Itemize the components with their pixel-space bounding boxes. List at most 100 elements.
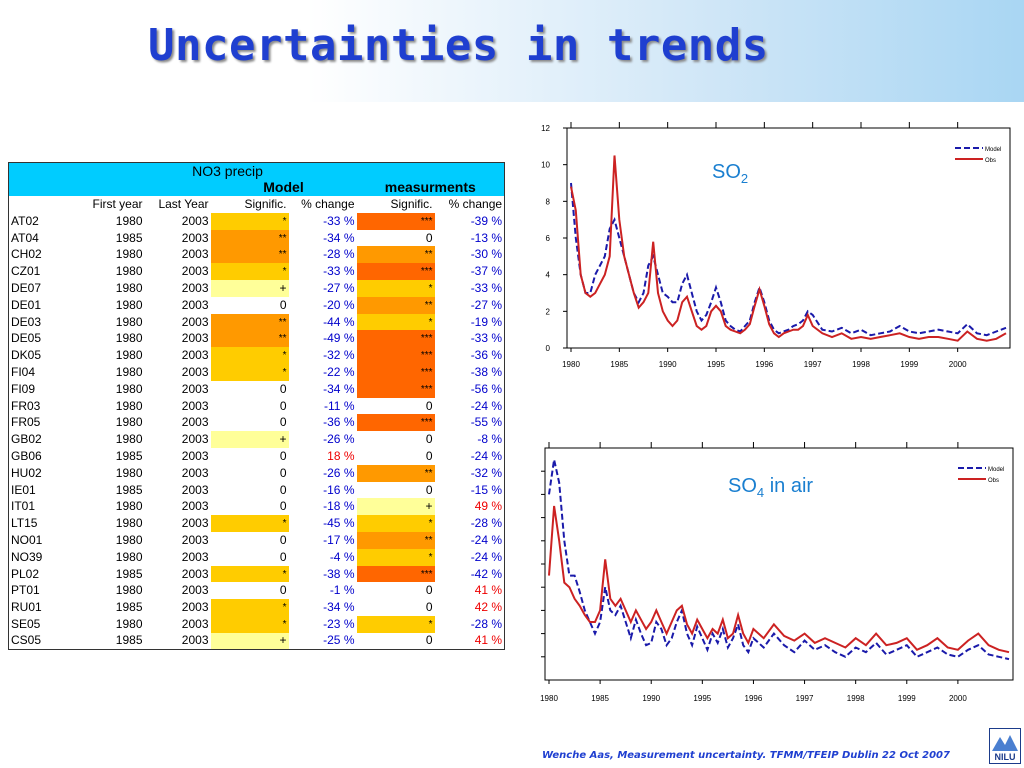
series-line-model [548, 459, 1010, 661]
site-cell: GB02 [11, 432, 42, 447]
table-row: AT02 1980 2003 * -33 % *** -39 % [9, 212, 505, 230]
table-row: IT01 1980 2003 0 -18 % +49 % [9, 498, 505, 516]
obs-change-cell: -33 % [470, 280, 503, 295]
obs-change-cell: -24 % [470, 549, 503, 564]
model-change-cell: 18 % [327, 448, 355, 463]
plot-frame [544, 447, 1014, 681]
x-tick-label: 1995 [707, 360, 725, 369]
obs-change-cell: -38 % [470, 364, 503, 379]
x-tick-label: 1990 [642, 694, 660, 703]
model-change-cell: -26 % [323, 432, 355, 447]
last-year-cell: 2003 [181, 516, 209, 531]
obs-significance-cell: *** [356, 565, 435, 583]
obs-significance-cell: *** [356, 364, 435, 381]
obs-significance-cell: *** [356, 330, 435, 348]
obs-significance-cell: *** [356, 212, 435, 230]
chart-title: SO4 in air [728, 475, 813, 500]
obs-change-cell: 41 % [474, 633, 503, 648]
model-significance-cell: ** [210, 229, 289, 247]
logo-text: NILU [994, 752, 1016, 762]
first-year-cell: 1980 [115, 398, 143, 413]
model-significance-cell: 0 [210, 532, 289, 549]
first-year-cell: 1980 [115, 532, 143, 547]
obs-change-cell: -24 % [470, 532, 503, 547]
last-year-cell: 2003 [181, 280, 209, 295]
last-year-cell: 2003 [181, 432, 209, 447]
last-year-cell: 2003 [181, 448, 209, 463]
last-year-cell: 2003 [181, 398, 209, 413]
x-tick-label: 2000 [949, 694, 967, 703]
first-year-cell: 1980 [115, 583, 143, 598]
last-year-cell: 2003 [181, 247, 209, 262]
obs-change-cell: -55 % [470, 415, 503, 430]
model-significance-cell: * [210, 515, 289, 533]
first-year-cell: 1980 [115, 381, 143, 396]
y-tick-label: 4 [546, 271, 551, 280]
model-significance-cell: 0 [210, 481, 289, 499]
site-cell: PT01 [11, 583, 40, 598]
model-significance-cell: ** [210, 313, 289, 331]
series-line-obs [548, 505, 1010, 654]
first-year-cell: 1985 [115, 600, 143, 615]
column-header: Signific. [244, 196, 287, 211]
obs-significance-cell: ** [356, 246, 435, 264]
model-change-cell: -33 % [323, 264, 355, 279]
obs-change-cell: -24 % [470, 398, 503, 413]
last-year-cell: 2003 [181, 364, 209, 379]
series-line-model [570, 182, 1007, 337]
chart-title: SO2 [712, 161, 748, 186]
model-change-cell: -49 % [323, 331, 355, 346]
obs-significance-cell: 0 [356, 448, 435, 465]
legend-label: Model [988, 467, 1004, 473]
model-significance-cell: 0 [210, 464, 289, 482]
model-change-cell: -38 % [323, 566, 355, 581]
x-tick-label: 1999 [898, 694, 916, 703]
last-year-cell: 2003 [181, 583, 209, 598]
no3-trend-table: NO3 precip Model measurments First year L… [8, 162, 506, 651]
site-cell: IT01 [11, 499, 36, 514]
table-row: CZ01 1980 2003 * -33 % *** -37 % [9, 263, 505, 281]
last-year-cell: 2003 [181, 230, 209, 245]
first-year-cell: 1980 [115, 331, 143, 346]
site-cell: LT15 [11, 516, 38, 531]
table-row: RU01 1985 2003 * -34 % 0 42 % [9, 599, 505, 617]
table-row: DE07 1980 2003 + -27 % * -33 % [9, 280, 505, 297]
table-header-model: Model [210, 179, 357, 197]
site-cell: SE05 [11, 616, 41, 631]
obs-change-cell: -28 % [470, 616, 503, 631]
model-change-cell: -32 % [323, 348, 355, 363]
last-year-cell: 2003 [181, 465, 209, 480]
model-change-cell: -27 % [323, 280, 355, 295]
table-header-row-top: NO3 precip [8, 162, 505, 180]
legend-label: Obs [985, 158, 996, 164]
last-year-cell: 2003 [181, 297, 209, 312]
table-row: SE05 1980 2003 * -23 % * -28 % [9, 616, 505, 633]
first-year-cell: 1985 [115, 448, 143, 463]
last-year-cell: 2003 [181, 264, 209, 279]
x-tick-label: 1980 [562, 360, 580, 369]
first-year-cell: 1985 [115, 566, 143, 581]
model-change-cell: -45 % [323, 516, 355, 531]
site-cell: RU01 [11, 600, 42, 615]
obs-significance-cell: *** [356, 263, 435, 281]
logo-mark-icon [992, 735, 1018, 751]
obs-significance-cell: *** [356, 380, 435, 398]
first-year-cell: 1980 [115, 415, 143, 430]
table-header-row-groups: Model measurments [8, 179, 505, 197]
last-year-cell: 2003 [181, 331, 209, 346]
obs-change-cell: -8 % [477, 432, 503, 447]
obs-change-cell: -39 % [470, 213, 503, 228]
site-cell: DE05 [11, 331, 42, 346]
model-change-cell: -17 % [323, 532, 355, 547]
site-cell: FR05 [11, 415, 41, 430]
obs-change-cell: 41 % [474, 583, 503, 598]
first-year-cell: 1980 [115, 314, 143, 329]
model-change-cell: -28 % [323, 247, 355, 262]
obs-significance-cell: 0 [356, 229, 435, 247]
site-cell: FI09 [11, 381, 36, 396]
first-year-cell: 1980 [115, 297, 143, 312]
model-significance-cell: * [210, 263, 289, 281]
model-significance-cell: 0 [210, 548, 289, 566]
model-significance-cell: * [210, 616, 289, 633]
table-row: GB02 1980 2003 + -26 % 0 -8 % [9, 431, 505, 449]
